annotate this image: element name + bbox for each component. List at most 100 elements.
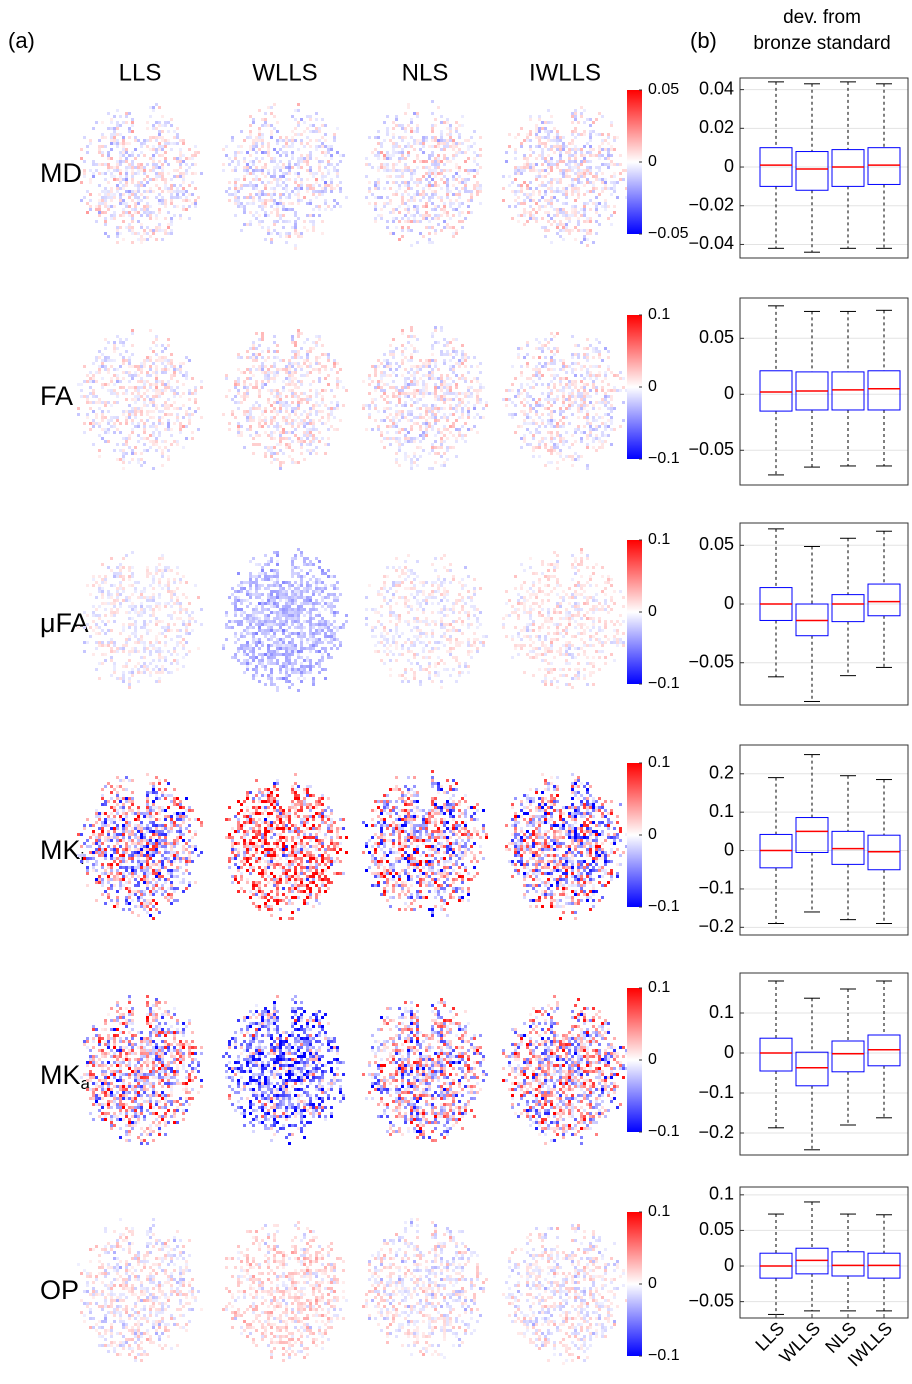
- voxel: [92, 410, 95, 413]
- voxel: [158, 647, 161, 650]
- voxel: [300, 413, 303, 416]
- voxel: [520, 214, 523, 217]
- voxel: [161, 169, 164, 172]
- voxel: [383, 389, 386, 392]
- voxel: [158, 680, 161, 683]
- voxel: [392, 169, 395, 172]
- voxel: [562, 211, 565, 214]
- voxel: [249, 223, 252, 226]
- voxel: [458, 377, 461, 380]
- voxel: [185, 626, 188, 629]
- voxel: [113, 359, 116, 362]
- voxel: [95, 401, 98, 404]
- voxel: [377, 187, 380, 190]
- voxel: [586, 443, 589, 446]
- voxel: [601, 401, 604, 404]
- voxel: [532, 386, 535, 389]
- voxel: [422, 175, 425, 178]
- voxel: [315, 446, 318, 449]
- voxel: [104, 356, 107, 359]
- voxel: [565, 172, 568, 175]
- voxel: [131, 154, 134, 157]
- voxel: [116, 184, 119, 187]
- voxel: [158, 121, 161, 124]
- voxel: [422, 365, 425, 368]
- voxel: [185, 196, 188, 199]
- voxel: [104, 440, 107, 443]
- voxel: [164, 440, 167, 443]
- voxel: [146, 211, 149, 214]
- voxel: [553, 368, 556, 371]
- voxel: [149, 178, 152, 181]
- voxel: [128, 374, 131, 377]
- voxel: [140, 407, 143, 410]
- voxel: [200, 172, 203, 175]
- voxel: [574, 163, 577, 166]
- voxel: [194, 202, 197, 205]
- voxel: [273, 148, 276, 151]
- voxel: [380, 371, 383, 374]
- voxel: [161, 404, 164, 407]
- voxel: [583, 404, 586, 407]
- voxel: [222, 169, 225, 172]
- voxel: [547, 229, 550, 232]
- voxel: [131, 413, 134, 416]
- voxel: [137, 662, 140, 665]
- voxel: [125, 611, 128, 614]
- voxel: [243, 166, 246, 169]
- voxel: [104, 136, 107, 139]
- voxel: [249, 425, 252, 428]
- voxel: [455, 145, 458, 148]
- voxel: [143, 365, 146, 368]
- voxel: [461, 187, 464, 190]
- voxel: [476, 181, 479, 184]
- voxel: [152, 166, 155, 169]
- voxel: [170, 178, 173, 181]
- voxel: [279, 214, 282, 217]
- voxel: [583, 133, 586, 136]
- voxel: [119, 157, 122, 160]
- voxel: [152, 350, 155, 353]
- voxel: [179, 184, 182, 187]
- voxel: [389, 386, 392, 389]
- voxel: [143, 671, 146, 674]
- voxel: [306, 437, 309, 440]
- voxel: [137, 154, 140, 157]
- voxel: [158, 172, 161, 175]
- voxel: [249, 136, 252, 139]
- voxel: [604, 181, 607, 184]
- voxel: [261, 118, 264, 121]
- voxel: [185, 413, 188, 416]
- voxel: [574, 157, 577, 160]
- voxel: [479, 148, 482, 151]
- voxel: [562, 425, 565, 428]
- voxel: [261, 335, 264, 338]
- voxel: [252, 187, 255, 190]
- voxel: [547, 130, 550, 133]
- voxel: [267, 401, 270, 404]
- voxel: [300, 347, 303, 350]
- voxel: [300, 365, 303, 368]
- voxel: [173, 650, 176, 653]
- voxel: [128, 371, 131, 374]
- voxel: [547, 139, 550, 142]
- voxel: [321, 365, 324, 368]
- voxel: [607, 413, 610, 416]
- voxel: [455, 130, 458, 133]
- voxel: [550, 452, 553, 455]
- voxel: [526, 184, 529, 187]
- voxel: [137, 650, 140, 653]
- voxel: [140, 238, 143, 241]
- voxel: [556, 374, 559, 377]
- voxel: [161, 202, 164, 205]
- voxel: [413, 112, 416, 115]
- voxel: [538, 154, 541, 157]
- voxel: [252, 118, 255, 121]
- voxel: [416, 190, 419, 193]
- voxel: [514, 377, 517, 380]
- voxel: [270, 449, 273, 452]
- voxel: [237, 389, 240, 392]
- voxel: [392, 217, 395, 220]
- voxel: [158, 380, 161, 383]
- voxel: [571, 389, 574, 392]
